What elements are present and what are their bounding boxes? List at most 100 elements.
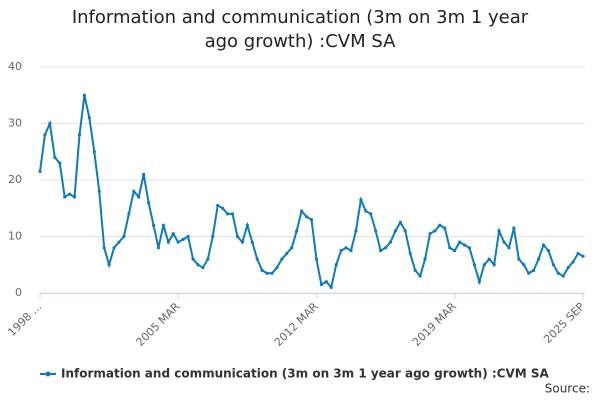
point xyxy=(156,246,161,250)
point xyxy=(147,201,151,205)
point xyxy=(448,246,452,250)
point xyxy=(359,198,363,202)
point xyxy=(53,155,57,159)
point xyxy=(216,203,220,208)
point xyxy=(201,265,205,270)
point xyxy=(438,223,442,227)
point xyxy=(551,263,555,267)
point xyxy=(191,257,195,261)
point xyxy=(581,254,585,258)
point xyxy=(102,246,106,250)
point xyxy=(186,234,190,239)
y-tick-label: 40 xyxy=(8,60,22,73)
point xyxy=(339,249,343,253)
point xyxy=(492,263,496,267)
point xyxy=(260,268,264,272)
point xyxy=(576,251,580,256)
point xyxy=(240,240,244,244)
point xyxy=(166,240,170,244)
point xyxy=(319,282,323,287)
point xyxy=(127,212,131,216)
point xyxy=(482,263,486,267)
y-tick-label: 30 xyxy=(8,117,22,130)
point xyxy=(137,195,141,199)
point xyxy=(221,206,225,210)
x-tick-label: 2019 MAR xyxy=(410,300,459,349)
point xyxy=(304,215,309,219)
point xyxy=(512,226,516,230)
point xyxy=(314,257,319,261)
point xyxy=(235,234,240,239)
point xyxy=(58,161,62,165)
point xyxy=(92,150,96,154)
point xyxy=(230,212,235,216)
point xyxy=(206,257,210,261)
point xyxy=(275,265,279,270)
point xyxy=(571,260,575,264)
point xyxy=(43,133,47,137)
point xyxy=(344,246,348,250)
point xyxy=(413,268,417,272)
point xyxy=(87,116,91,120)
point xyxy=(97,189,101,193)
point xyxy=(383,246,388,250)
point xyxy=(112,246,116,250)
point xyxy=(556,271,560,275)
point xyxy=(364,209,368,213)
point xyxy=(472,263,476,267)
source: Source: xyxy=(545,382,590,396)
point xyxy=(122,234,126,239)
point xyxy=(462,243,467,247)
point xyxy=(300,209,304,213)
point xyxy=(245,223,249,227)
point xyxy=(171,232,175,236)
point xyxy=(250,240,254,244)
point xyxy=(349,249,353,253)
point xyxy=(443,226,447,230)
point xyxy=(517,257,521,261)
point xyxy=(82,93,87,97)
point xyxy=(211,234,215,239)
point xyxy=(403,229,407,233)
point xyxy=(502,240,506,244)
chart-title: Information and communication (3m on 3m … xyxy=(71,7,529,52)
point xyxy=(329,285,333,289)
point xyxy=(467,246,472,250)
point xyxy=(132,189,136,193)
point xyxy=(280,257,284,261)
point xyxy=(142,172,146,176)
point xyxy=(225,212,230,216)
point xyxy=(453,249,457,253)
point xyxy=(497,229,501,233)
point xyxy=(285,251,289,256)
point xyxy=(334,263,338,267)
point xyxy=(369,212,373,216)
point xyxy=(398,220,402,224)
point xyxy=(77,133,82,137)
point xyxy=(290,246,294,250)
point xyxy=(309,217,314,222)
legend-label: Information and communication (3m on 3m … xyxy=(61,367,550,381)
y-tick-label: 0 xyxy=(15,286,22,299)
point xyxy=(38,169,42,174)
point xyxy=(176,240,180,244)
point xyxy=(265,271,269,275)
point xyxy=(487,257,491,261)
point xyxy=(72,195,77,199)
point xyxy=(295,229,299,233)
line xyxy=(39,95,584,290)
point xyxy=(423,257,427,261)
point xyxy=(546,249,551,253)
point xyxy=(536,257,541,261)
point xyxy=(433,229,437,233)
point xyxy=(161,223,166,227)
x-tick-label: 1998 ... xyxy=(5,300,44,339)
point xyxy=(181,237,185,241)
point xyxy=(393,229,398,233)
y-tick-label: 20 xyxy=(8,173,22,186)
point xyxy=(507,246,511,250)
y-tick-label: 10 xyxy=(8,230,22,243)
point xyxy=(541,243,546,247)
